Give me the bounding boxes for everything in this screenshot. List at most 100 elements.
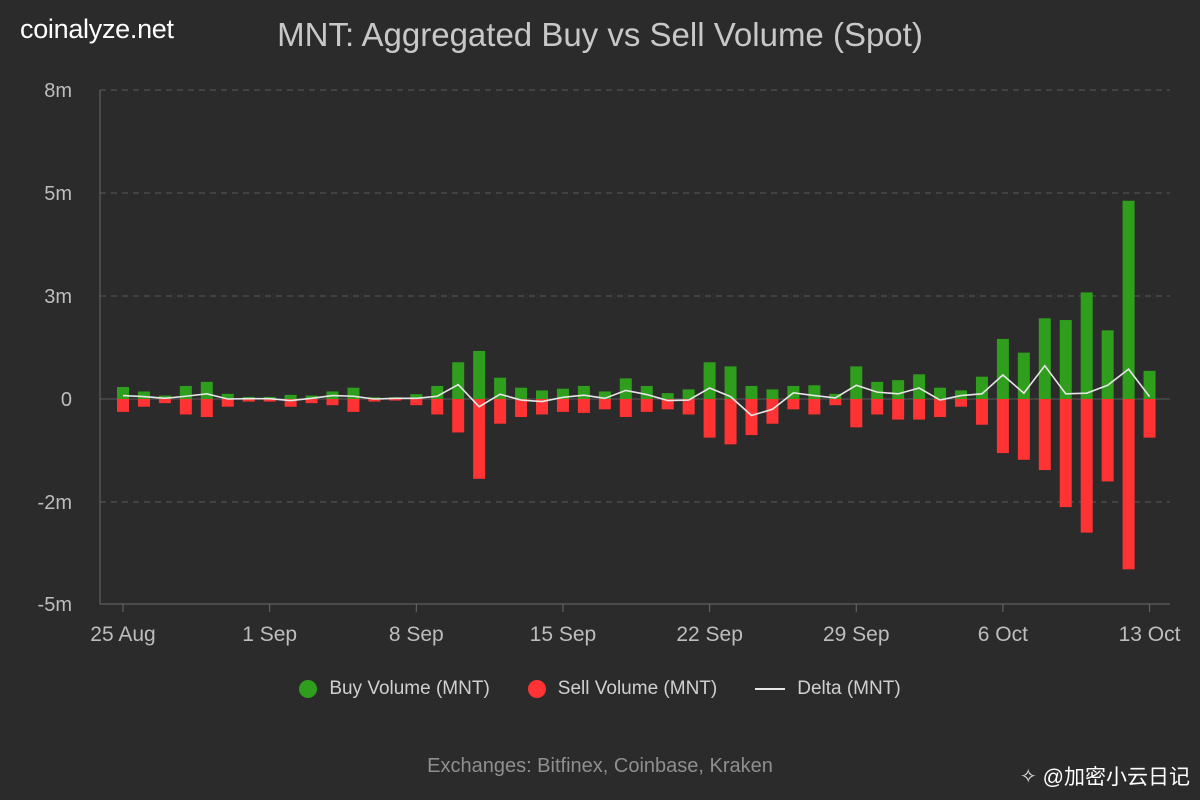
buy-bar[interactable] xyxy=(221,393,234,399)
sell-bar[interactable] xyxy=(221,399,234,407)
buy-bar[interactable] xyxy=(640,385,653,399)
buy-bar[interactable] xyxy=(598,391,611,399)
buy-bar[interactable] xyxy=(577,385,590,399)
buy-bar[interactable] xyxy=(913,374,926,399)
sell-bar[interactable] xyxy=(305,399,318,404)
sell-bar[interactable] xyxy=(117,399,129,412)
sell-bar[interactable] xyxy=(598,399,611,410)
buy-bar[interactable] xyxy=(724,366,737,399)
buy-bar[interactable] xyxy=(955,390,967,399)
sell-bar[interactable] xyxy=(934,399,947,418)
sell-bar[interactable] xyxy=(1059,399,1072,508)
buy-bar[interactable] xyxy=(829,393,842,399)
sell-bar[interactable] xyxy=(410,399,423,406)
buy-bar[interactable] xyxy=(766,389,779,399)
sell-bar[interactable] xyxy=(850,399,863,428)
sell-bar[interactable] xyxy=(179,399,192,415)
buy-bar[interactable] xyxy=(284,394,297,399)
legend-item-sell[interactable]: Sell Volume (MNT) xyxy=(527,678,717,700)
sell-bar[interactable] xyxy=(431,399,444,415)
buy-bar[interactable] xyxy=(452,362,465,399)
sell-bar[interactable] xyxy=(556,399,569,412)
sell-bar[interactable] xyxy=(137,399,150,407)
legend-item-delta[interactable]: Delta (MNT) xyxy=(755,678,901,700)
buy-bar[interactable] xyxy=(996,338,1009,399)
buy-bar[interactable] xyxy=(661,393,674,399)
sell-bar[interactable] xyxy=(515,399,528,418)
buy-bar[interactable] xyxy=(1017,352,1030,399)
sell-bar[interactable] xyxy=(682,399,695,415)
buy-bar[interactable] xyxy=(536,390,548,399)
buy-bar[interactable] xyxy=(871,381,884,399)
sell-bar[interactable] xyxy=(1038,399,1051,471)
sell-bar[interactable] xyxy=(284,399,297,407)
brand-logo-text[interactable]: coinalyze.net xyxy=(20,14,174,44)
sell-bar[interactable] xyxy=(326,399,339,406)
sell-bar[interactable] xyxy=(577,399,590,413)
sell-bar[interactable] xyxy=(1122,399,1135,570)
sell-bar[interactable] xyxy=(1143,399,1156,438)
buy-bar[interactable] xyxy=(1101,330,1114,399)
buy-bar[interactable] xyxy=(494,377,507,399)
buy-bar[interactable] xyxy=(892,380,905,399)
sell-bar[interactable] xyxy=(829,399,842,406)
buy-bar[interactable] xyxy=(934,387,947,399)
buy-bar[interactable] xyxy=(808,385,821,399)
sell-bar[interactable] xyxy=(892,399,905,420)
sell-bar[interactable] xyxy=(389,399,402,401)
buy-bar[interactable] xyxy=(473,350,486,399)
sell-bar[interactable] xyxy=(452,399,465,433)
sell-bar[interactable] xyxy=(158,399,171,404)
buy-bar[interactable] xyxy=(137,391,150,399)
sell-bar[interactable] xyxy=(1080,399,1093,533)
sell-bar[interactable] xyxy=(661,399,674,410)
sell-bar[interactable] xyxy=(200,399,213,418)
buy-bar[interactable] xyxy=(703,362,716,399)
sell-bar[interactable] xyxy=(619,399,632,418)
sell-bar[interactable] xyxy=(871,399,884,415)
sell-bar[interactable] xyxy=(640,399,653,412)
buy-bar[interactable] xyxy=(1059,320,1072,399)
x-tick-label: 29 Sep xyxy=(823,623,890,646)
sell-bar[interactable] xyxy=(787,399,800,410)
buy-bar[interactable] xyxy=(1038,318,1051,399)
buy-bar[interactable] xyxy=(850,366,863,399)
sell-bar[interactable] xyxy=(703,399,716,438)
buy-bar[interactable] xyxy=(745,385,758,399)
buy-bar[interactable] xyxy=(158,395,171,399)
sell-bar[interactable] xyxy=(724,399,737,445)
sell-bar[interactable] xyxy=(1101,399,1114,482)
buy-bar[interactable] xyxy=(1143,370,1156,399)
sell-bar[interactable] xyxy=(494,399,507,424)
sell-bar[interactable] xyxy=(808,399,821,415)
buy-bar[interactable] xyxy=(975,376,988,399)
buy-bar[interactable] xyxy=(347,387,360,399)
sell-bar[interactable] xyxy=(536,399,548,415)
sell-bar[interactable] xyxy=(955,399,967,407)
buy-bar[interactable] xyxy=(619,378,632,399)
buy-bar[interactable] xyxy=(410,394,423,399)
buy-bar[interactable] xyxy=(431,385,444,399)
sell-bar[interactable] xyxy=(975,399,988,425)
sell-bar[interactable] xyxy=(1017,399,1030,460)
sell-bar[interactable] xyxy=(996,399,1009,454)
buy-bar[interactable] xyxy=(200,381,213,399)
sell-bar[interactable] xyxy=(242,399,255,402)
buy-bar[interactable] xyxy=(682,389,695,399)
sell-bar[interactable] xyxy=(766,399,779,424)
buy-bar[interactable] xyxy=(1122,200,1135,399)
sell-bar[interactable] xyxy=(263,399,276,402)
buy-bar[interactable] xyxy=(117,386,129,399)
buy-bar[interactable] xyxy=(515,387,528,399)
buy-bar[interactable] xyxy=(305,395,318,399)
sell-bar[interactable] xyxy=(745,399,758,436)
buy-bar[interactable] xyxy=(1080,292,1093,399)
legend-item-buy[interactable]: Buy Volume (MNT) xyxy=(299,678,490,700)
sell-bar[interactable] xyxy=(473,399,486,479)
buy-bar[interactable] xyxy=(556,388,569,399)
sell-bar[interactable] xyxy=(913,399,926,420)
delta-line[interactable] xyxy=(122,364,1151,417)
sell-bar[interactable] xyxy=(368,399,381,402)
buy-bar[interactable] xyxy=(368,397,381,399)
sell-bar[interactable] xyxy=(347,399,360,412)
